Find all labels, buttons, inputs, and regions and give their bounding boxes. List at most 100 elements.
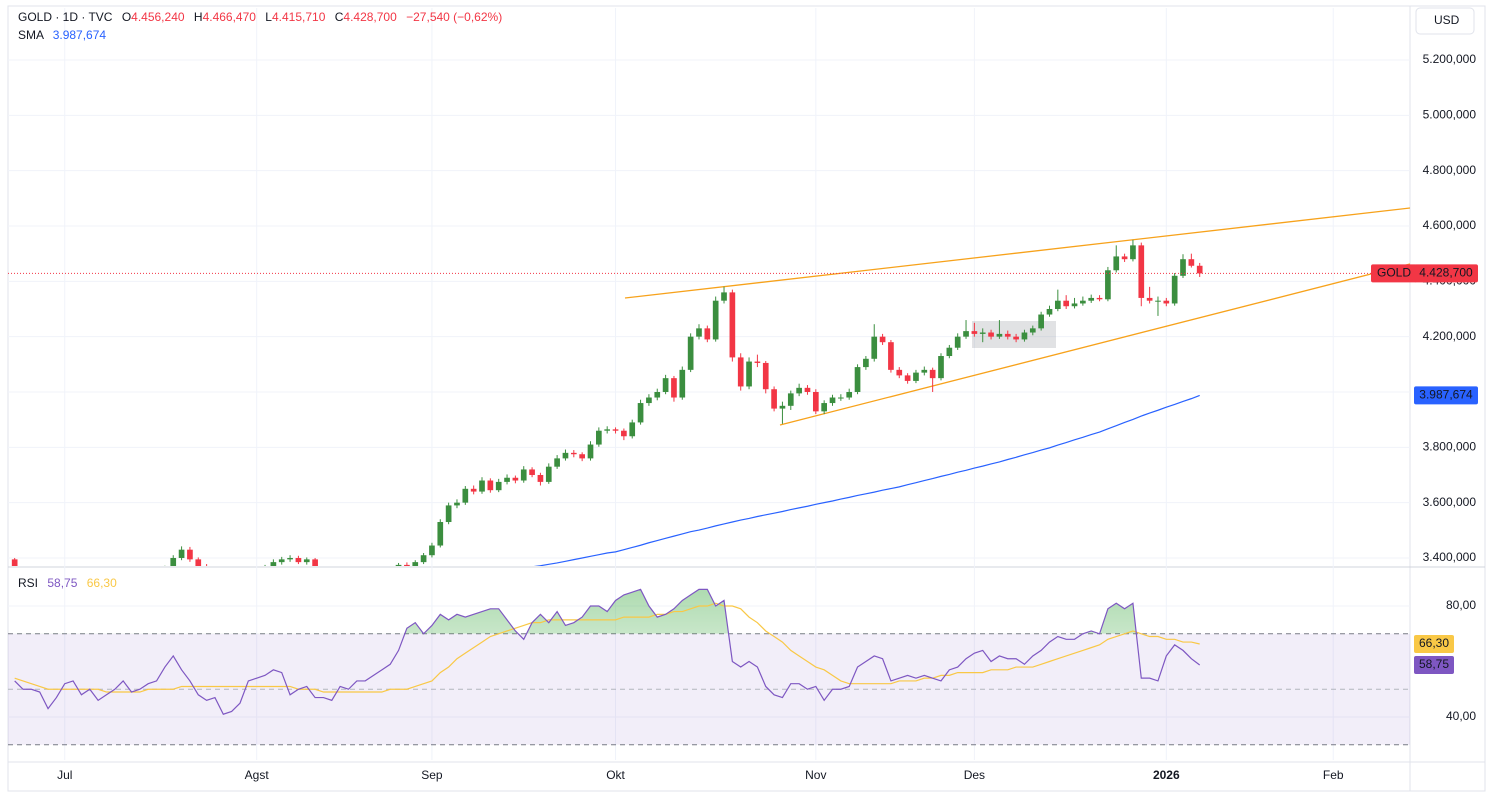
candle-body <box>212 580 218 583</box>
candle-body <box>704 328 711 340</box>
candle-body <box>1188 259 1195 266</box>
candle-body <box>187 549 193 560</box>
candle-body <box>162 568 168 569</box>
candle-body <box>796 387 802 394</box>
candle-body <box>954 336 961 348</box>
rsi-tag-text: 58,75 <box>1419 657 1449 671</box>
candle-body <box>1163 300 1170 304</box>
candle-body <box>554 458 560 467</box>
candle-body <box>587 444 594 459</box>
candle-body <box>512 477 519 481</box>
candle-body <box>462 488 469 503</box>
rsi-overbought-fill <box>14 589 1200 634</box>
candle-body <box>621 430 627 437</box>
y-tick-label: 4.800,000 <box>1423 163 1477 177</box>
currency-button[interactable] <box>1415 7 1475 35</box>
candle-body <box>1180 259 1186 276</box>
field-value: 4.466,470 <box>202 10 256 24</box>
candle-body <box>1138 245 1145 298</box>
y-tick-label: 4.200,000 <box>1423 329 1477 343</box>
symbol-tag-text: GOLD <box>1377 266 1411 280</box>
candle-body <box>829 397 836 404</box>
candle-body <box>312 559 318 566</box>
price-tag <box>1414 264 1478 283</box>
candle-body <box>379 576 385 577</box>
candle-body <box>145 570 151 573</box>
rsi-name: RSI <box>18 576 39 590</box>
candle-body <box>904 375 911 381</box>
legend-main: GOLD · 1D · TVC O4.456,240 H4.466,470 L4… <box>18 10 502 24</box>
candle-body <box>812 391 819 412</box>
candle-body <box>1096 297 1103 300</box>
rsi-ma-tag-text: 66,30 <box>1419 636 1449 650</box>
candle-body <box>946 347 953 357</box>
candle-body <box>295 557 302 563</box>
field-value: 4.456,240 <box>131 10 185 24</box>
candle-body <box>570 452 577 455</box>
candle-body <box>412 562 419 566</box>
candle-body <box>854 367 861 392</box>
candle-body <box>637 403 644 423</box>
candle-body <box>404 564 410 566</box>
rsi-ma-line <box>14 602 1200 693</box>
candle-body <box>1171 275 1178 304</box>
candle-body <box>654 391 661 398</box>
field-value: 4.415,710 <box>271 10 326 24</box>
candle-body <box>1046 308 1053 315</box>
change: −27,540 (−0,62%) <box>406 10 503 24</box>
rsi-tick-label: 80,00 <box>1446 598 1476 612</box>
candle-body <box>888 342 894 370</box>
symbol-tag <box>1371 264 1417 283</box>
field-label: L <box>265 10 272 24</box>
candle-body <box>437 522 444 546</box>
candle-body <box>804 387 811 392</box>
candle-body <box>988 332 994 337</box>
candle-body <box>1155 300 1161 302</box>
candle-body <box>1063 300 1070 307</box>
candle-body <box>11 559 18 566</box>
x-tick-label: 2026 <box>1153 768 1180 782</box>
candle-body <box>321 572 327 578</box>
candle-body <box>70 572 76 575</box>
candle-body <box>771 389 777 409</box>
candle-body <box>679 369 686 398</box>
candle-body <box>420 555 427 563</box>
price-pane <box>8 207 1410 583</box>
candle-body <box>579 454 585 459</box>
candle-body <box>137 573 143 576</box>
candle-body <box>112 570 118 574</box>
sma-line <box>533 394 1200 566</box>
sma-tag-text: 3.987,674 <box>1419 388 1473 402</box>
candle-body <box>303 559 310 563</box>
candle-body <box>629 422 636 437</box>
rsi-line <box>14 588 1201 715</box>
candle-body <box>996 333 1003 337</box>
candle-body <box>495 481 502 491</box>
candle-body <box>170 557 177 566</box>
candle-body <box>696 328 702 337</box>
candle-body <box>395 564 402 566</box>
candle-body <box>1130 245 1136 260</box>
candle-body <box>537 474 544 482</box>
candle-body <box>1013 336 1019 340</box>
candle-body <box>979 332 986 334</box>
candle-body <box>871 336 878 359</box>
candle-body <box>1021 332 1028 340</box>
trend-line <box>624 207 1410 299</box>
candle-body <box>671 378 677 398</box>
candle-body <box>387 575 393 578</box>
candle-body <box>220 577 226 583</box>
legend-rsi: RSI 58,75 66,30 <box>18 576 117 590</box>
candle-body <box>120 570 126 571</box>
rsi-tag <box>1414 655 1454 674</box>
currency[interactable]: USD <box>1434 13 1460 27</box>
field-value: 4.428,700 <box>343 10 397 24</box>
rsi-band <box>8 633 1410 745</box>
candle-body <box>529 469 535 475</box>
x-tick-label: Nov <box>805 768 826 782</box>
legend-sma: SMA 3.987,674 <box>18 28 106 42</box>
candle-body <box>504 477 510 482</box>
candle-body <box>1071 303 1078 307</box>
x-tick-label: Agst <box>245 768 270 782</box>
